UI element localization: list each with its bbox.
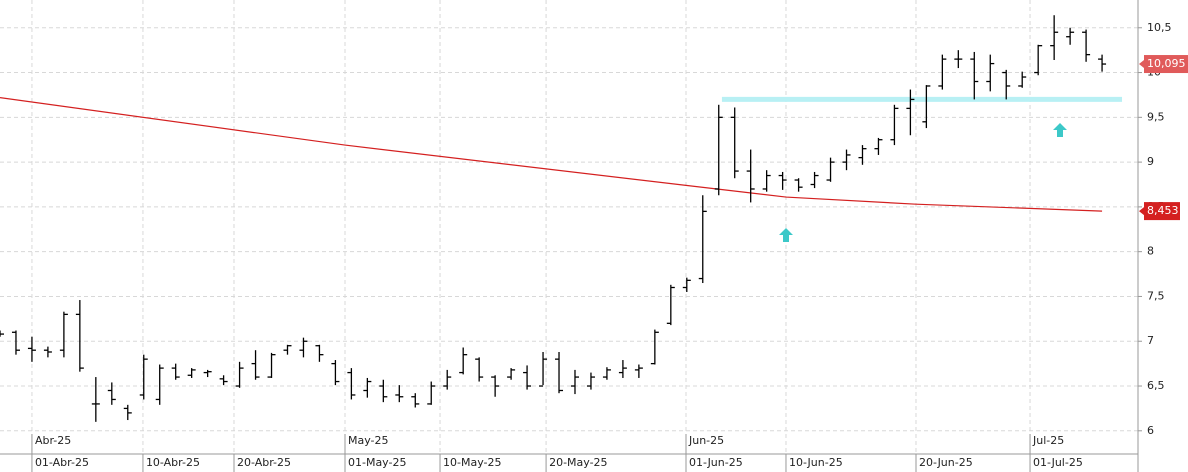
- x-tick-label: 10-Abr-25: [146, 456, 200, 469]
- ma-price-pointer: [1139, 207, 1144, 216]
- month-label: Jun-25: [688, 434, 724, 447]
- last-price-label: 10,095: [1147, 57, 1186, 70]
- x-tick-label: 01-Abr-25: [35, 456, 89, 469]
- y-tick-label: 7,5: [1147, 289, 1165, 302]
- month-label: May-25: [348, 434, 389, 447]
- ma-price-label: 8,453: [1147, 204, 1179, 217]
- signal-arrow: [1053, 123, 1067, 137]
- last-price-pointer: [1139, 60, 1144, 69]
- last-price-box: [1144, 55, 1188, 74]
- moving-average: [0, 97, 1103, 212]
- x-tick-label: 01-Jun-25: [689, 456, 743, 469]
- x-tick-label: 20-Abr-25: [237, 456, 291, 469]
- x-tick-label: 20-May-25: [549, 456, 607, 469]
- y-tick-label: 6,5: [1147, 379, 1165, 392]
- y-tick-label: 9: [1147, 155, 1154, 168]
- y-tick-label: 7: [1147, 334, 1154, 347]
- x-tick-label: 20-Jun-25: [919, 456, 973, 469]
- y-tick-label: 6: [1147, 424, 1154, 437]
- x-tick-label: 01-Jul-25: [1033, 456, 1083, 469]
- signal-arrow: [779, 228, 793, 242]
- x-tick-label: 10-Jun-25: [789, 456, 843, 469]
- grid: [0, 0, 1138, 454]
- y-tick-label: 9,5: [1147, 110, 1165, 123]
- x-tick-label: 10-May-25: [443, 456, 501, 469]
- x-tick-label: 01-May-25: [348, 456, 406, 469]
- month-label: Jul-25: [1032, 434, 1064, 447]
- y-tick-label: 8: [1147, 245, 1154, 258]
- ma-price-box: [1144, 202, 1180, 221]
- y-tick-label: 10,5: [1147, 21, 1172, 34]
- month-label: Abr-25: [35, 434, 71, 447]
